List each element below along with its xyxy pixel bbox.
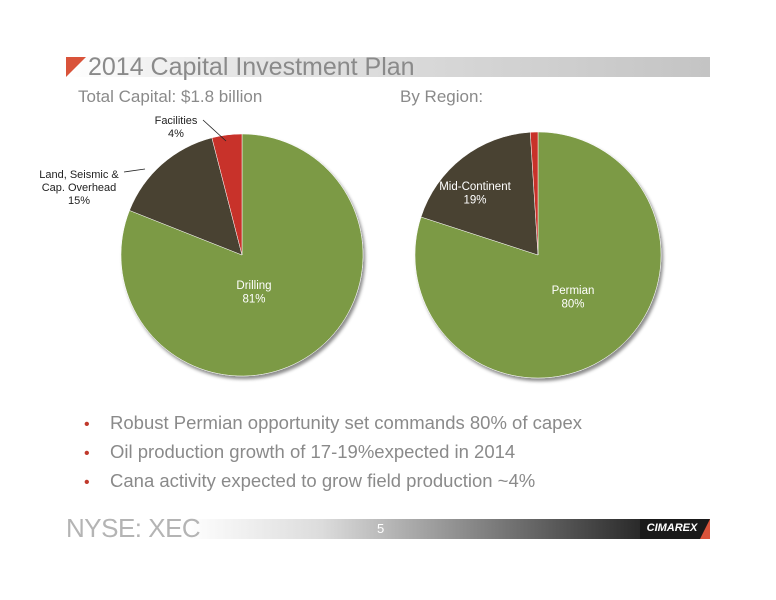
title-accent-triangle xyxy=(66,57,86,77)
capital-pie-chart: Drilling 81% Land, Seismic &Cap. Overhead1… xyxy=(39,115,364,377)
bullet-text: Oil production growth of 17-19%expected … xyxy=(110,441,516,462)
pie-body xyxy=(414,131,662,379)
logo-accent xyxy=(700,519,710,539)
pie-slice-mid-continent xyxy=(420,131,539,256)
slice-label-mid-continent: Mid-Continent xyxy=(439,181,511,193)
slide-title: 2014 Capital Investment Plan xyxy=(88,53,415,81)
logo-text: CIMAREX xyxy=(646,522,698,534)
slice-label-land-seismic-cap-overhead: Cap. Overhead xyxy=(42,182,117,194)
footer-bar xyxy=(185,519,640,539)
slice-label-land-seismic-cap-overhead: Land, Seismic & xyxy=(39,169,119,181)
slice-value-drilling: 81% xyxy=(242,294,265,306)
page-number: 5 xyxy=(377,521,385,536)
pie-body xyxy=(120,133,364,377)
leader-line-facilities xyxy=(202,119,227,142)
slice-value-mid-continent: 19% xyxy=(463,195,486,207)
bullet-item: • Robust Permian opportunity set commands… xyxy=(84,408,582,437)
slice-value-facilities: 4% xyxy=(168,128,184,140)
bullet-dot: • xyxy=(84,474,90,491)
slice-label-drilling: Drilling xyxy=(236,280,271,292)
bullet-text: Robust Permian opportunity set commands … xyxy=(110,412,582,433)
slice-label-facilities: Facilities xyxy=(155,115,198,127)
title-bar xyxy=(66,57,710,77)
bullet-item: • Oil production growth of 17-19%expected… xyxy=(84,437,582,466)
bullet-dot: • xyxy=(84,416,90,433)
ticker-label: NYSE: XEC xyxy=(66,513,201,543)
bullet-list: • Robust Permian opportunity set commands… xyxy=(84,408,582,495)
pie-slice-facilities xyxy=(211,133,243,256)
region-pie-chart: Permian 80% Mid-Continent 19% xyxy=(414,131,662,379)
bullet-dot: • xyxy=(84,445,90,462)
leader-line-land-seismic-cap-overhead xyxy=(123,168,146,173)
company-logo: CIMAREX xyxy=(640,519,710,539)
bullet-item: • Cana activity expected to grow field pr… xyxy=(84,466,582,495)
pie-slice-other xyxy=(530,131,539,256)
by-region-label: By Region: xyxy=(400,87,484,106)
pie-slice-land-seismic-cap-overhead xyxy=(129,137,243,256)
slice-label-permian: Permian xyxy=(552,285,595,297)
total-capital-label: Total Capital: $1.8 billion xyxy=(78,87,263,106)
bullet-text: Cana activity expected to grow field pro… xyxy=(110,470,536,491)
slice-value-permian: 80% xyxy=(561,299,584,311)
slice-value-land-seismic-cap-overhead: 15% xyxy=(68,195,90,207)
